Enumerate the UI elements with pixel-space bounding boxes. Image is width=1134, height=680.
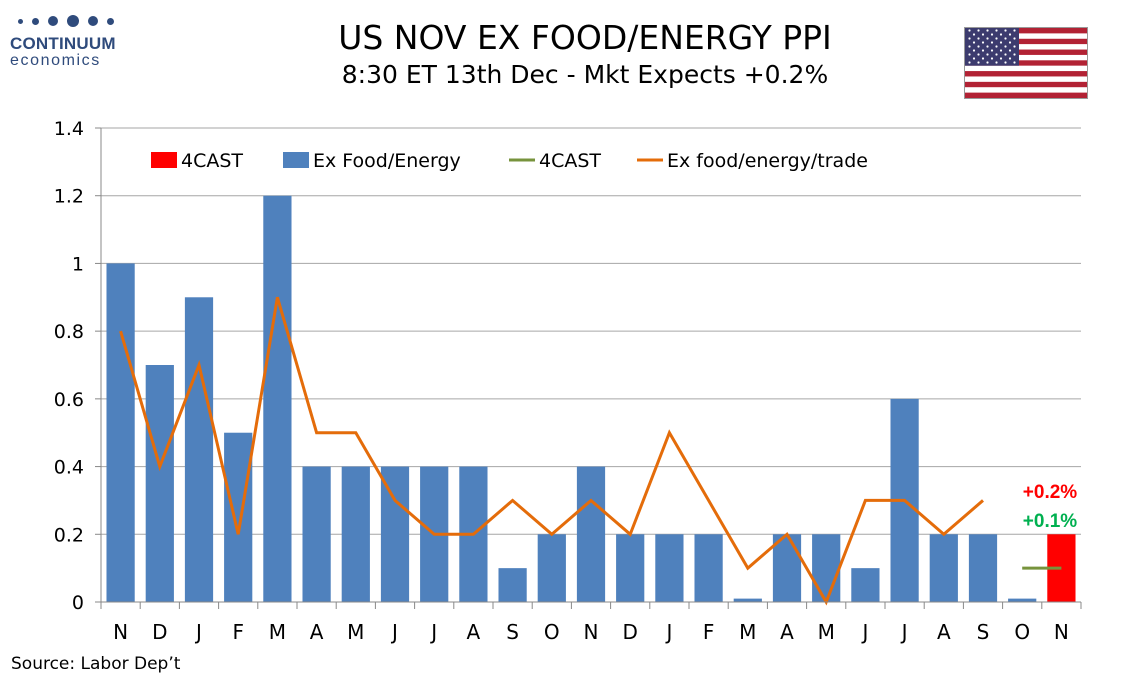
legend-label: 4CAST — [181, 150, 243, 172]
bar-ex-food-energy — [616, 534, 645, 602]
x-tick-label: M — [818, 620, 835, 644]
x-tick-label: A — [310, 620, 324, 644]
chart-title: US NOV EX FOOD/ENERGY PPI — [338, 18, 832, 57]
y-tick-label: 0.4 — [54, 457, 84, 479]
bar-ex-food-energy — [655, 534, 684, 602]
y-tick-label: 1.2 — [54, 186, 84, 208]
bar-ex-food-energy — [1008, 598, 1037, 602]
x-tick-label: D — [152, 620, 167, 644]
bar-ex-food-energy — [263, 195, 292, 602]
y-tick-label: 0 — [72, 592, 84, 614]
bar-ex-food-energy — [224, 432, 253, 602]
x-tick-label: J — [194, 620, 202, 644]
bar-ex-food-energy — [576, 466, 606, 602]
continuum-logo: CONTINUUM economics — [10, 14, 140, 76]
x-tick-label: A — [937, 620, 951, 644]
x-tick-label: J — [900, 620, 908, 644]
bar-ex-food-energy — [851, 568, 880, 602]
logo-dots-icon — [18, 14, 140, 28]
forecast-annotation: +0.2% — [1023, 482, 1078, 503]
y-tick-label: 0.6 — [54, 389, 84, 411]
x-tick-label: O — [544, 620, 560, 644]
line-ex-food-energy-trade — [119, 296, 984, 606]
x-tick-label: N — [1054, 620, 1069, 644]
line-series — [119, 296, 1062, 606]
axes: 00.20.40.60.811.21.4N D J F M A M J J A S O N D J F M A M J… — [54, 118, 1082, 644]
bar-ex-food-energy — [968, 534, 998, 602]
legend-label: Ex Food/Energy — [313, 150, 461, 172]
x-tick-label: S — [977, 620, 990, 644]
annotations: +0.2% +0.1% — [1023, 482, 1078, 532]
x-tick-label: A — [780, 620, 794, 644]
x-tick-label: J — [390, 620, 398, 644]
x-tick-label: M — [269, 620, 286, 644]
source-note: Source: Labor Dep’t — [11, 654, 181, 674]
us-flag-icon — [964, 27, 1088, 99]
x-tick-label: M — [739, 620, 756, 644]
x-tick-label: N — [584, 620, 599, 644]
legend-swatch — [151, 152, 177, 168]
forecast-annotation: +0.1% — [1023, 511, 1078, 532]
bar-ex-food-energy — [106, 263, 135, 602]
x-tick-label: M — [347, 620, 364, 644]
bar-ex-food-energy — [341, 466, 370, 602]
logo-name: CONTINUUM — [10, 34, 116, 53]
x-tick-label: J — [860, 620, 868, 644]
x-tick-label: S — [506, 620, 519, 644]
x-tick-label: J — [664, 620, 672, 644]
legend: 4CAST Ex Food/Energy 4CAST Ex food/energy/t… — [151, 150, 868, 172]
legend-swatch — [283, 152, 309, 168]
bar-ex-food-energy — [812, 534, 841, 602]
bar-ex-food-energy — [184, 297, 214, 602]
bar-ex-food-energy — [302, 466, 331, 602]
chart-subtitle: 8:30 ET 13th Dec - Mkt Expects +0.2% — [341, 60, 829, 89]
x-tick-label: N — [113, 620, 128, 644]
x-tick-label: A — [467, 620, 481, 644]
bar-ex-food-energy — [733, 598, 762, 602]
logo-subtitle: economics — [10, 52, 101, 69]
y-tick-label: 0.2 — [54, 524, 84, 546]
x-tick-label: D — [622, 620, 637, 644]
y-tick-label: 1 — [72, 253, 84, 275]
x-tick-label: F — [232, 620, 244, 644]
bar-ex-food-energy — [380, 466, 410, 602]
x-tick-label: F — [703, 620, 715, 644]
x-tick-label: J — [429, 620, 437, 644]
bar-ex-food-energy — [929, 534, 958, 602]
legend-label: Ex food/energy/trade — [667, 150, 868, 172]
bar-ex-food-energy — [145, 365, 174, 602]
y-tick-label: 0.8 — [54, 321, 84, 343]
y-tick-label: 1.4 — [54, 118, 84, 140]
bar-ex-food-energy — [772, 534, 802, 602]
bar-ex-food-energy — [694, 534, 723, 602]
bar-ex-food-energy — [498, 568, 527, 602]
bar-ex-food-energy — [537, 534, 566, 602]
legend-label: 4CAST — [539, 150, 601, 172]
x-tick-label: O — [1014, 620, 1030, 644]
